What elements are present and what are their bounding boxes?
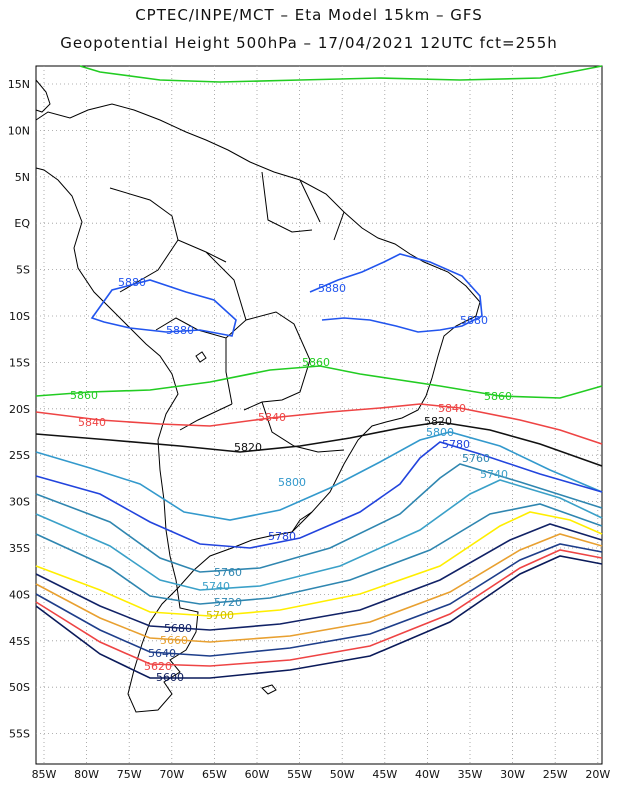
contour-5680 [35,523,603,631]
central-america-coast [35,79,51,113]
latitude-tick-label: 40S [9,588,30,601]
axis-ticks: 85W 80W 75W 70W 65W 60W 55W 50W 45W 40W 35W 30W 25W 2… [8,78,611,781]
label-5620: 5620 [144,660,172,673]
contour-5760 [35,463,603,573]
longitude-tick-label: 45W [372,768,397,781]
label-5800: 5800 [278,476,306,489]
label-5820: 5820 [234,441,262,454]
label-5860: 5860 [484,390,512,403]
falkland-islands [261,684,277,695]
label-5720: 5720 [214,596,242,609]
label-5860: 5860 [70,389,98,402]
longitude-tick-label: 20W [585,768,610,781]
latitude-tick-label: 20S [9,403,30,416]
south-america-coast [35,103,481,713]
latitude-tick-label: 5N [15,171,30,184]
graticule [36,66,602,764]
longitude-tick-label: 75W [117,768,142,781]
contour-5660 [35,533,603,643]
latitude-tick-label: 5S [16,264,30,277]
label-5880: 5880 [118,276,146,289]
longitude-tick-label: 85W [32,768,57,781]
longitude-tick-label: 60W [245,768,270,781]
label-5740: 5740 [480,468,508,481]
longitude-tick-label: 35W [458,768,483,781]
latitude-tick-label: 15S [9,356,30,369]
longitude-tick-label: 55W [287,768,312,781]
contour-5720 [35,503,603,605]
label-5600: 5600 [156,671,184,684]
label-5840: 5840 [78,416,106,429]
contour-lines [35,65,603,679]
label-5880: 5880 [460,314,488,327]
contour-5700 [35,511,603,617]
map-title-line2: Geopotential Height 500hPa – 17/04/2021 … [60,34,558,52]
label-5740: 5740 [202,580,230,593]
label-5820: 5820 [424,415,452,428]
latitude-tick-label: 30S [9,496,30,509]
contour-5860 [35,365,603,399]
label-5760: 5760 [462,452,490,465]
contour-5820 [35,421,603,467]
contour-5880-east [309,253,483,333]
contour-5780 [35,441,603,549]
latitude-tick-label: 15N [8,78,30,91]
longitude-tick-label: 30W [500,768,525,781]
label-5880: 5880 [318,282,346,295]
label-5760: 5760 [214,566,242,579]
latitude-tick-label: 35S [9,542,30,555]
map-title-line1: CPTEC/INPE/MCT – Eta Model 15km – GFS [135,6,483,24]
label-5680: 5680 [164,622,192,635]
longitude-tick-label: 40W [415,768,440,781]
longitude-tick-label: 25W [543,768,568,781]
contour-5840 [35,403,603,445]
label-5700: 5700 [206,609,234,622]
label-5840: 5840 [438,402,466,415]
longitude-tick-label: 50W [330,768,355,781]
longitude-tick-label: 65W [202,768,227,781]
longitude-tick-label: 70W [159,768,184,781]
contour-5640 [35,543,603,657]
longitude-tick-label: 80W [74,768,99,781]
contour-labels: 5880 5880 5880 5880 5860 5860 5860 5840 … [70,276,512,684]
latitude-tick-label: EQ [14,217,30,230]
latitude-tick-label: 10S [9,310,30,323]
latitude-tick-label: 50S [9,681,30,694]
contour-5740 [35,479,603,591]
label-5840: 5840 [258,411,286,424]
label-5780: 5780 [268,530,296,543]
rio-de-la-plata [291,511,313,533]
label-5800: 5800 [426,426,454,439]
label-5880: 5880 [166,324,194,337]
latitude-tick-label: 45S [9,635,30,648]
label-5780: 5780 [442,438,470,451]
contour-5880-west [90,279,237,337]
label-5640: 5640 [148,647,176,660]
contour-5800 [35,431,603,521]
map-frame [35,65,603,765]
lake-titicaca [195,351,207,363]
label-5860: 5860 [302,356,330,369]
contour-5860-north [79,65,603,83]
contour-5600 [35,555,603,679]
latitude-tick-label: 10N [8,124,30,137]
label-5660: 5660 [160,634,188,647]
latitude-tick-label: 25S [9,449,30,462]
latitude-tick-label: 55S [9,728,30,741]
contour-5620 [35,549,603,667]
